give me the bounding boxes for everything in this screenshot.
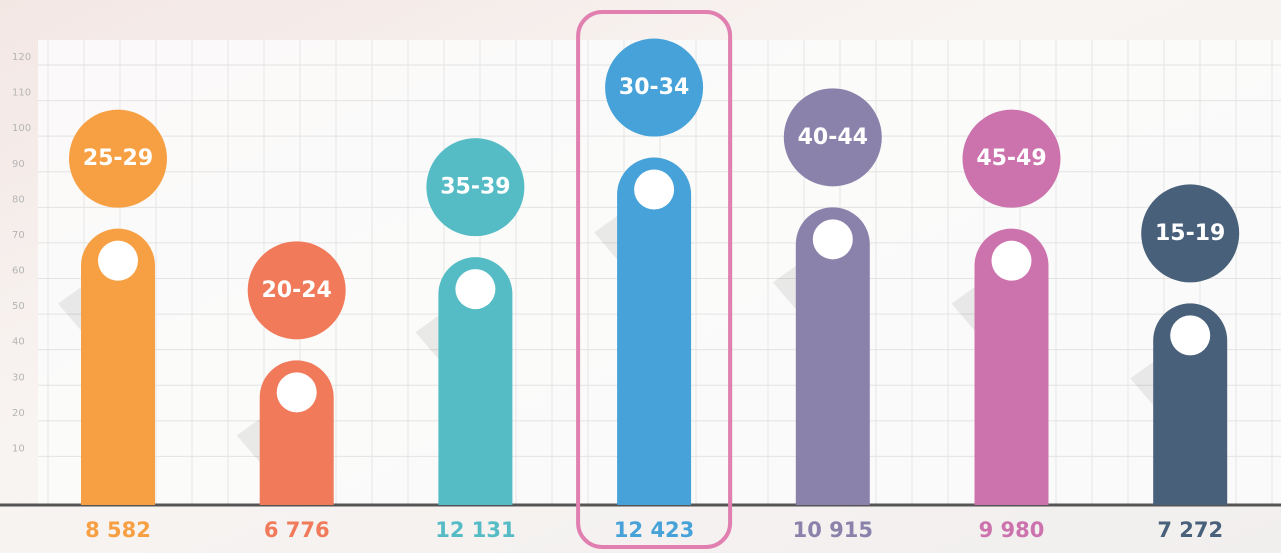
total-label: 9 980 (979, 518, 1045, 542)
bar-dot (634, 170, 674, 210)
y-tick-label: 10 (12, 443, 25, 454)
y-tick-label: 50 (12, 301, 25, 312)
total-label: 6 776 (264, 518, 330, 542)
y-tick-label: 70 (12, 230, 25, 241)
category-label: 15-19 (1155, 221, 1225, 246)
category-label: 40-44 (798, 125, 868, 150)
bar-dot (455, 269, 495, 309)
total-label: 8 582 (85, 518, 151, 542)
bar (617, 158, 691, 505)
category-label: 25-29 (83, 146, 153, 171)
category-label: 20-24 (262, 278, 332, 303)
y-tick-label: 120 (12, 52, 31, 63)
total-label: 10 915 (793, 518, 873, 542)
y-tick-label: 40 (12, 337, 25, 348)
category-label: 35-39 (440, 175, 510, 200)
y-tick-label: 100 (12, 123, 31, 134)
y-tick-label: 90 (12, 159, 25, 170)
category-label: 30-34 (619, 75, 689, 100)
bar-dot (813, 219, 853, 259)
total-label: 12 423 (614, 518, 694, 542)
y-tick-label: 80 (12, 194, 25, 205)
y-tick-label: 60 (12, 266, 25, 277)
y-tick-label: 30 (12, 372, 25, 383)
chart: 10 20 30 40 50 60 70 80 90 100 110 120 25-29 8 582 20-… (0, 0, 1281, 553)
y-tick-label: 20 (12, 408, 25, 419)
bar-dot (98, 241, 138, 281)
y-tick-label: 110 (12, 88, 31, 99)
total-label: 12 131 (435, 518, 515, 542)
total-label: 7 272 (1157, 518, 1223, 542)
category-label: 45-49 (976, 146, 1046, 171)
bar-dot (1170, 315, 1210, 355)
bar-dot (277, 372, 317, 412)
bar-dot (992, 241, 1032, 281)
